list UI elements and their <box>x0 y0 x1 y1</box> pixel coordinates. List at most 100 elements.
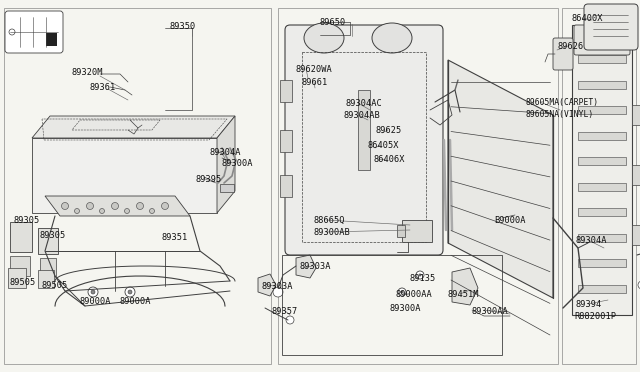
Circle shape <box>286 316 294 324</box>
Text: 89661: 89661 <box>302 78 328 87</box>
Bar <box>220 184 234 192</box>
Text: 89300A: 89300A <box>390 304 422 313</box>
Circle shape <box>86 202 93 209</box>
Circle shape <box>416 271 424 279</box>
Text: 89361: 89361 <box>90 83 116 92</box>
Text: 89305: 89305 <box>40 231 67 240</box>
Circle shape <box>74 208 79 214</box>
Text: 89605MA(CARPET): 89605MA(CARPET) <box>526 98 599 107</box>
Bar <box>10 256 30 276</box>
Text: 89395: 89395 <box>196 175 222 184</box>
Bar <box>397 225 405 237</box>
Text: 89351: 89351 <box>162 233 188 242</box>
Text: 89357: 89357 <box>272 307 298 316</box>
Text: 89394: 89394 <box>576 300 602 309</box>
Text: 89300A: 89300A <box>222 159 253 168</box>
Bar <box>578 55 626 63</box>
Text: 89135: 89135 <box>410 274 436 283</box>
Polygon shape <box>296 255 316 278</box>
Bar <box>280 175 292 197</box>
Bar <box>282 255 502 355</box>
Text: 89000AA: 89000AA <box>396 290 433 299</box>
FancyBboxPatch shape <box>574 25 630 55</box>
Polygon shape <box>217 116 235 213</box>
Bar <box>38 228 58 254</box>
Text: 89505: 89505 <box>42 281 68 290</box>
Bar <box>578 81 626 89</box>
Polygon shape <box>32 138 217 213</box>
Circle shape <box>88 287 98 297</box>
Bar <box>632 105 640 125</box>
Text: 89505: 89505 <box>10 278 36 287</box>
Text: 89000A: 89000A <box>80 297 111 306</box>
Text: 89620WA: 89620WA <box>295 65 332 74</box>
Text: 89626: 89626 <box>557 42 583 51</box>
Polygon shape <box>452 268 478 305</box>
Text: 86400X: 86400X <box>572 14 604 23</box>
Circle shape <box>419 273 422 276</box>
Text: 89305: 89305 <box>14 216 40 225</box>
Circle shape <box>125 287 135 297</box>
Text: 89304AC: 89304AC <box>346 99 383 108</box>
Bar <box>280 130 292 152</box>
FancyBboxPatch shape <box>553 38 573 70</box>
Polygon shape <box>32 116 235 138</box>
Text: 89350: 89350 <box>170 22 196 31</box>
Text: 89451M: 89451M <box>448 290 479 299</box>
Bar <box>578 157 626 165</box>
Circle shape <box>61 202 68 209</box>
Circle shape <box>398 288 406 296</box>
Text: 89303A: 89303A <box>262 282 294 291</box>
Circle shape <box>638 281 640 289</box>
Bar <box>10 222 32 252</box>
Bar <box>578 285 626 293</box>
Text: 86405X: 86405X <box>368 141 399 150</box>
Text: 89304AB: 89304AB <box>344 111 381 120</box>
Text: R882001P: R882001P <box>574 312 616 321</box>
Bar <box>578 259 626 267</box>
Polygon shape <box>45 196 190 216</box>
Bar <box>402 220 432 242</box>
Text: 89625: 89625 <box>376 126 403 135</box>
Text: 89303A: 89303A <box>300 262 332 271</box>
Circle shape <box>136 202 143 209</box>
Bar <box>578 208 626 217</box>
Bar <box>38 270 54 288</box>
Bar <box>562 8 636 364</box>
Text: 88665Q: 88665Q <box>314 216 346 225</box>
Bar <box>302 52 426 242</box>
Text: 89300AB: 89300AB <box>314 228 351 237</box>
Circle shape <box>9 29 15 35</box>
Bar <box>40 258 56 276</box>
Circle shape <box>161 202 168 209</box>
Bar <box>578 234 626 242</box>
Text: 89304A: 89304A <box>576 236 607 245</box>
Bar <box>578 183 626 191</box>
Circle shape <box>273 287 283 297</box>
Bar <box>4 8 271 364</box>
FancyBboxPatch shape <box>285 25 443 255</box>
Text: 89300AA: 89300AA <box>472 307 509 316</box>
Text: 89304A: 89304A <box>210 148 241 157</box>
FancyBboxPatch shape <box>584 4 638 50</box>
Circle shape <box>150 208 154 214</box>
Bar <box>46 33 57 46</box>
Circle shape <box>125 208 129 214</box>
Text: 89650: 89650 <box>320 18 346 27</box>
Bar <box>578 106 626 114</box>
Ellipse shape <box>304 23 344 53</box>
Text: 89000A: 89000A <box>120 297 152 306</box>
Text: 86406X: 86406X <box>374 155 406 164</box>
FancyBboxPatch shape <box>5 11 63 53</box>
Circle shape <box>111 202 118 209</box>
Bar <box>358 90 370 170</box>
Bar <box>278 8 558 364</box>
Text: B9000A: B9000A <box>494 216 525 225</box>
Polygon shape <box>448 60 553 298</box>
Bar <box>8 268 26 288</box>
Circle shape <box>91 290 95 294</box>
Ellipse shape <box>372 23 412 53</box>
Polygon shape <box>258 274 276 296</box>
Circle shape <box>99 208 104 214</box>
Bar <box>632 165 640 185</box>
